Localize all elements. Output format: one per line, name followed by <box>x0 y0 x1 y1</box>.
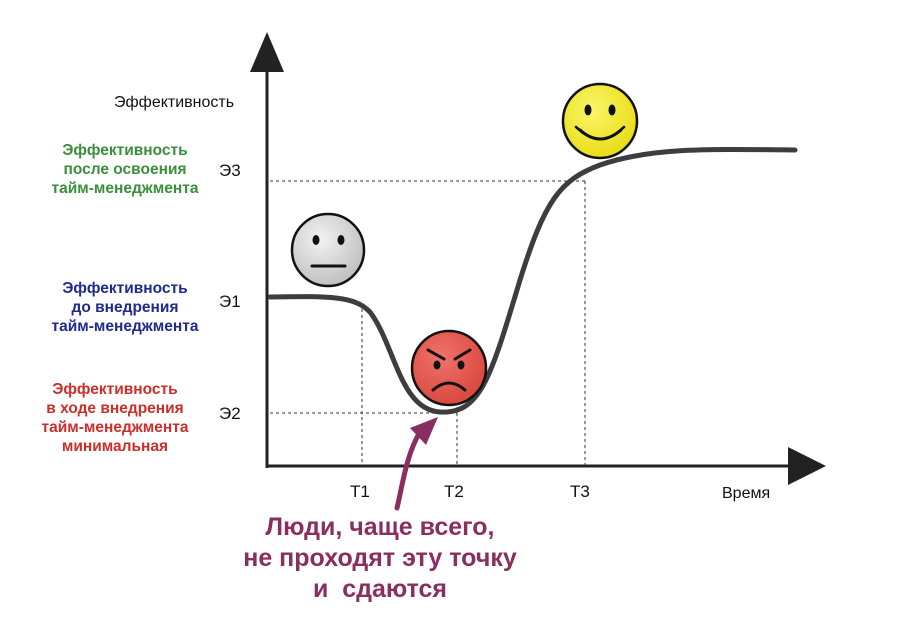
label-before-line-3: тайм-менеджмента <box>52 318 199 335</box>
label-during-line-1: Эффективность <box>52 381 177 398</box>
happy-face-icon <box>561 82 639 160</box>
y-tick-e2: Э2 <box>219 404 241 423</box>
callout-text: Люди, чаще всего, не проходят эту точку … <box>243 513 517 603</box>
callout-arrow <box>394 417 438 511</box>
label-during-line-2: в ходе внедрения <box>46 400 183 417</box>
y-axis-arrow <box>250 32 284 72</box>
y-tick-e1: Э1 <box>219 292 241 311</box>
label-during-line-3: тайм-менеджмента <box>42 419 189 436</box>
x-tick-t3: Т3 <box>570 482 590 501</box>
x-axis-arrow <box>788 447 826 485</box>
label-during: Эффективность в ходе внедрения тайм-мене… <box>42 381 189 455</box>
label-before-line-1: Эффективность <box>62 280 187 297</box>
y-axis-label: Эффективность <box>114 94 234 111</box>
label-before-line-2: до внедрения <box>72 299 179 316</box>
x-axis-label: Время <box>722 485 770 502</box>
x-tick-t2: Т2 <box>444 482 464 501</box>
callout-line-3: и сдаются <box>313 575 447 603</box>
x-tick-t1: Т1 <box>350 482 370 501</box>
efficiency-curve <box>267 147 798 415</box>
y-tick-e3: Э3 <box>219 161 241 180</box>
label-during-line-4: минимальная <box>62 438 168 455</box>
callout-line-1: Люди, чаще всего, <box>266 513 495 541</box>
neutral-face-icon <box>290 212 366 288</box>
label-before: Эффективность до внедрения тайм-менеджме… <box>52 280 199 335</box>
label-after-line-2: после освоения <box>63 161 186 178</box>
callout-line-2: не проходят эту точку <box>243 544 517 572</box>
angry-face-icon <box>410 329 488 407</box>
label-after-line-1: Эффективность <box>62 142 187 159</box>
label-after-line-3: тайм-менеджмента <box>52 180 199 197</box>
label-after: Эффективность после освоения тайм-менедж… <box>52 142 199 197</box>
